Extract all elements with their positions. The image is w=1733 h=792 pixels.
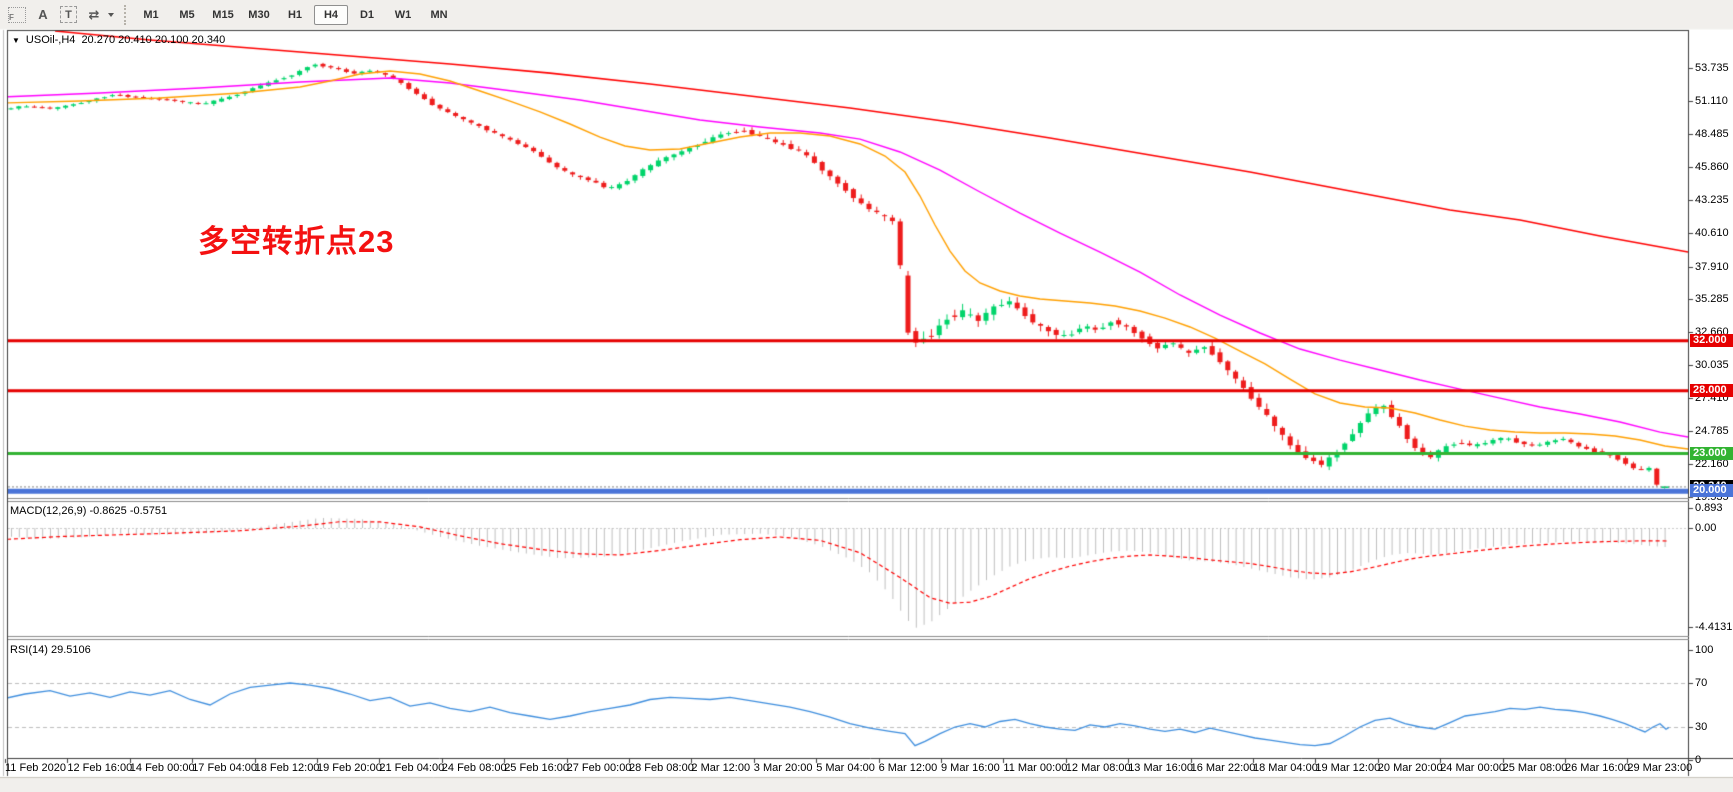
price-axis-label: 35.285 (1695, 293, 1729, 306)
price-axis-label: 45.860 (1695, 160, 1729, 173)
time-axis-label: 2 Mar 12:00 (691, 762, 751, 774)
chart-annotation-text: 多空转折点23 (198, 224, 395, 259)
time-axis-label: 27 Feb 00:00 (566, 762, 632, 774)
chart-ohlc-values: 20.270 20.410 20.100 20.340 (81, 34, 226, 46)
time-axis-label: 21 Feb 04:00 (379, 762, 445, 774)
time-axis-label: 13 Mar 16:00 (1128, 762, 1194, 774)
time-axis-label: 28 Feb 08:00 (629, 762, 694, 774)
price-line-tag: 20.000 (1690, 484, 1733, 498)
time-axis-label: 18 Mar 04:00 (1253, 762, 1318, 774)
price-line-tag: 32.000 (1690, 333, 1733, 347)
price-axis-label: 51.110 (1695, 94, 1728, 107)
chart-symbol-timeframe: USOil-,H4 (25, 34, 76, 46)
rsi-axis-label: 70 (1695, 677, 1708, 689)
time-axis-label: 5 Mar 04:00 (816, 762, 875, 774)
price-axis-label: 37.910 (1695, 260, 1729, 273)
time-axis-label: 6 Mar 12:00 (878, 762, 938, 774)
price-line-tag: 23.000 (1690, 446, 1733, 460)
price-axis-label: 43.235 (1695, 193, 1729, 206)
price-line-tag: 28.000 (1690, 383, 1733, 397)
rsi-axis-label: 0 (1695, 754, 1702, 766)
time-axis-label: 12 Feb 16:00 (67, 762, 133, 774)
price-axis-label: 24.785 (1695, 425, 1729, 438)
time-axis-label: 3 Mar 20:00 (753, 762, 813, 774)
price-axis-label: 22.160 (1695, 458, 1729, 471)
time-axis-label: 19 Mar 12:00 (1315, 762, 1381, 774)
macd-axis-label: -4.4131 (1695, 621, 1733, 634)
chart-title: ▼ USOil-,H4 20.270 20.410 20.100 20.340 (12, 34, 225, 46)
time-axis-label: 11 Feb 2020 (5, 762, 66, 774)
time-axis-label: 20 Mar 20:00 (1377, 762, 1443, 774)
chart-dropdown-icon[interactable]: ▼ (12, 35, 20, 45)
time-axis-label: 11 Mar 00:00 (1003, 762, 1068, 774)
time-axis-label: 17 Feb 04:00 (192, 762, 258, 774)
price-axis-label: 53.735 (1695, 62, 1729, 74)
time-axis-label: 25 Mar 08:00 (1502, 762, 1568, 774)
time-axis-label: 18 Feb 12:00 (254, 762, 320, 774)
time-axis-label: 25 Feb 16:00 (504, 762, 570, 774)
time-axis-label: 9 Mar 16:00 (941, 762, 1000, 774)
time-axis-label: 26 Mar 16:00 (1565, 762, 1630, 774)
time-axis-label: 19 Feb 20:00 (317, 762, 382, 774)
time-axis-label: 14 Feb 00:00 (129, 762, 195, 774)
price-axis-label: 48.485 (1695, 127, 1729, 140)
rsi-axis-label: 100 (1695, 644, 1714, 656)
time-axis-label: 24 Feb 08:00 (441, 762, 507, 774)
rsi-indicator-label: RSI(14) 29.5106 (10, 644, 91, 656)
time-axis-label: 12 Mar 08:00 (1065, 762, 1131, 774)
price-axis-label: 30.035 (1695, 359, 1729, 372)
macd-axis-label: 0.893 (1695, 501, 1723, 514)
time-axis-label: 24 Mar 00:00 (1440, 762, 1506, 774)
rsi-axis-label: 30 (1695, 721, 1708, 733)
macd-indicator-label: MACD(12,26,9) -0.8625 -0.5751 (10, 505, 168, 517)
price-axis-label: 40.610 (1695, 226, 1729, 239)
time-axis-label: 16 Mar 22:00 (1190, 762, 1256, 774)
time-axis-label: 29 Mar 23:00 (1627, 762, 1693, 774)
macd-axis-label: 0.00 (1695, 522, 1717, 534)
